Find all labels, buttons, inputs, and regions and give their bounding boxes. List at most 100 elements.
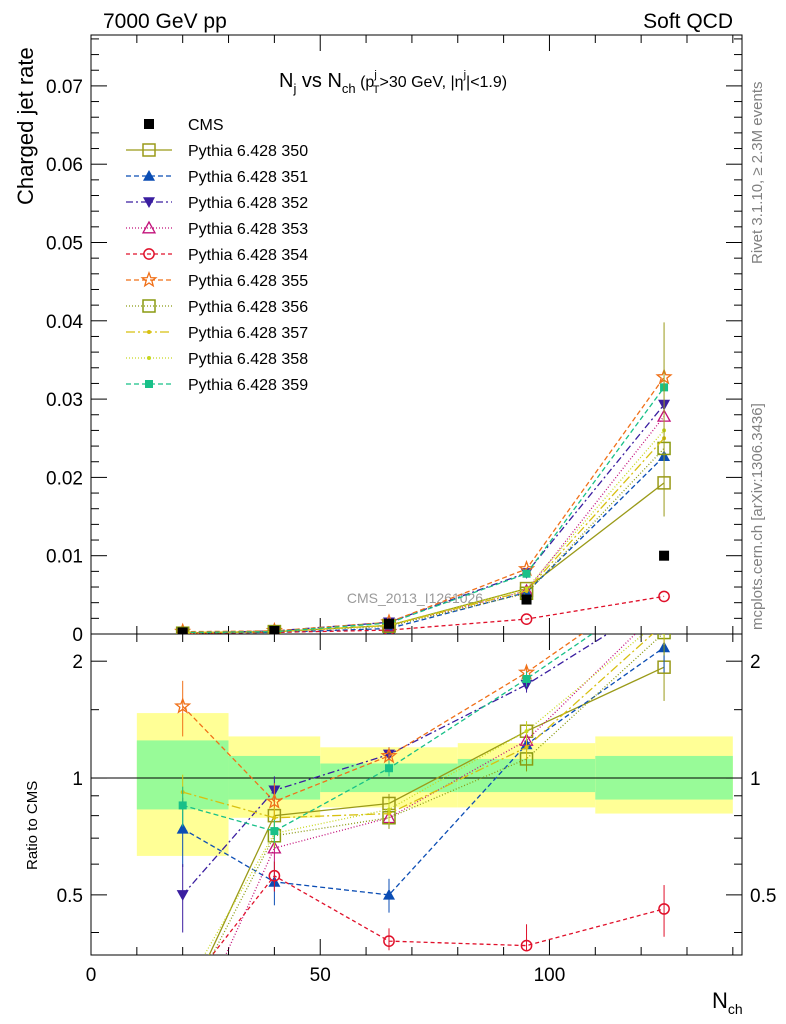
mcplots-label: mcplots.cern.ch [arXiv:1306.3436] xyxy=(749,403,766,630)
legend-label: Pythia 6.428 351 xyxy=(188,169,308,186)
rivet-label: Rivet 3.1.10, ≥ 2.3M events xyxy=(749,82,766,265)
data-point xyxy=(384,764,393,773)
data-point xyxy=(181,991,185,995)
ratio-line xyxy=(208,666,665,955)
ratio-line xyxy=(211,634,664,955)
cms-uncertainty-bands xyxy=(136,713,733,856)
y-tick-label: 2 xyxy=(72,652,83,673)
series-line xyxy=(182,595,665,634)
data-point xyxy=(142,143,156,157)
y-tick-label: 0.03 xyxy=(46,390,83,411)
legend-label: CMS xyxy=(188,117,224,134)
data-point xyxy=(147,330,151,334)
data-point xyxy=(524,729,529,734)
legend-label: Pythia 6.428 350 xyxy=(188,143,308,160)
data-point xyxy=(659,550,670,561)
data-point xyxy=(145,380,153,388)
y-axis-label-bottom: Ratio to CMS xyxy=(24,781,41,870)
x-tick-label: 100 xyxy=(534,965,566,986)
data-point xyxy=(520,939,533,952)
data-point xyxy=(521,594,532,605)
data-point xyxy=(524,745,529,750)
legend: CMS Pythia 6.428 350 Pythia 6.428 351 Pythi… xyxy=(126,117,308,394)
ratio-line xyxy=(211,874,665,955)
data-point xyxy=(660,581,668,589)
legend-label: Pythia 6.428 359 xyxy=(188,377,308,394)
data-point xyxy=(178,988,188,998)
header-right: Soft QCD xyxy=(643,10,733,33)
data-point xyxy=(178,801,187,810)
bottom-panel-frame xyxy=(90,633,743,956)
data-point xyxy=(386,807,391,812)
top-panel-series xyxy=(174,322,673,634)
data-point xyxy=(143,197,155,208)
legend-label: Pythia 6.428 356 xyxy=(188,299,308,316)
x-tick-label: 50 xyxy=(310,965,331,986)
ratio-line xyxy=(182,634,583,803)
y-tick-label-right: 0.5 xyxy=(750,886,776,907)
y-tick-label: 0.04 xyxy=(46,312,83,333)
ratio-line xyxy=(182,646,665,896)
data-point xyxy=(143,170,155,181)
data-point xyxy=(520,613,533,625)
chart-title: Nj vs Nch (pj T>30 GeV, |ηj|<1.9) xyxy=(279,69,507,96)
data-point xyxy=(269,625,280,634)
y-tick-label: 0.05 xyxy=(46,233,83,254)
data-point xyxy=(272,815,277,820)
y-tick-label: 0.02 xyxy=(46,468,83,489)
ratio-panel-series xyxy=(174,570,671,1018)
data-point xyxy=(522,674,531,683)
data-point xyxy=(658,590,670,603)
legend-label: Pythia 6.428 352 xyxy=(188,195,308,212)
data-point xyxy=(382,888,395,900)
y-tick-label: 1 xyxy=(72,769,83,790)
series-line xyxy=(182,447,665,634)
x-tick-label: 0 xyxy=(86,965,97,986)
data-point xyxy=(524,586,529,591)
legend-label: Pythia 6.428 355 xyxy=(188,273,308,290)
data-point xyxy=(176,890,189,901)
y-tick-label: 0.5 xyxy=(57,886,83,907)
y-tick-label: 0.01 xyxy=(46,547,83,568)
data-point xyxy=(383,935,395,947)
data-point xyxy=(657,570,671,583)
data-point xyxy=(174,622,192,634)
data-point xyxy=(144,119,154,129)
data-point xyxy=(662,615,666,619)
legend-label: Pythia 6.428 357 xyxy=(188,325,308,342)
data-point xyxy=(383,618,394,629)
y-tick-label: 0 xyxy=(72,625,83,646)
data-point xyxy=(658,903,670,915)
series-line xyxy=(182,376,665,633)
axis-ticks: 0 50 100 0 0.01 0.02 0.03 0.04 0.05 0.06 0.07 0.5 0.… xyxy=(46,35,776,986)
data-point xyxy=(177,1006,189,1018)
data-point xyxy=(140,270,158,288)
data-point xyxy=(265,792,284,809)
header-left: 7000 GeV pp xyxy=(103,10,227,33)
data-point xyxy=(267,840,282,854)
analysis-watermark: CMS_2013_I1261026 xyxy=(347,590,483,606)
y-tick-label-right: 1 xyxy=(750,769,761,790)
legend-label: Pythia 6.428 358 xyxy=(188,351,308,368)
data-point xyxy=(143,248,155,260)
data-point xyxy=(268,869,281,882)
y-tick-label: 0.06 xyxy=(46,155,83,176)
data-point xyxy=(142,299,156,313)
data-point xyxy=(522,569,531,578)
data-point xyxy=(270,827,279,836)
data-point xyxy=(174,697,192,714)
data-point xyxy=(177,627,188,634)
data-point xyxy=(380,746,398,764)
data-point xyxy=(176,822,189,834)
y-tick-label: 0.07 xyxy=(46,77,83,98)
data-point xyxy=(177,1006,189,1018)
legend-label: Pythia 6.428 354 xyxy=(188,247,308,264)
x-axis-label: Nch xyxy=(712,988,743,1017)
y-tick-label-right: 2 xyxy=(750,652,761,673)
data-point xyxy=(175,626,190,634)
data-point xyxy=(141,220,157,234)
series-line xyxy=(182,455,665,634)
legend-label: Pythia 6.428 353 xyxy=(188,221,308,238)
y-axis-label-top: Charged jet rate xyxy=(13,47,38,205)
